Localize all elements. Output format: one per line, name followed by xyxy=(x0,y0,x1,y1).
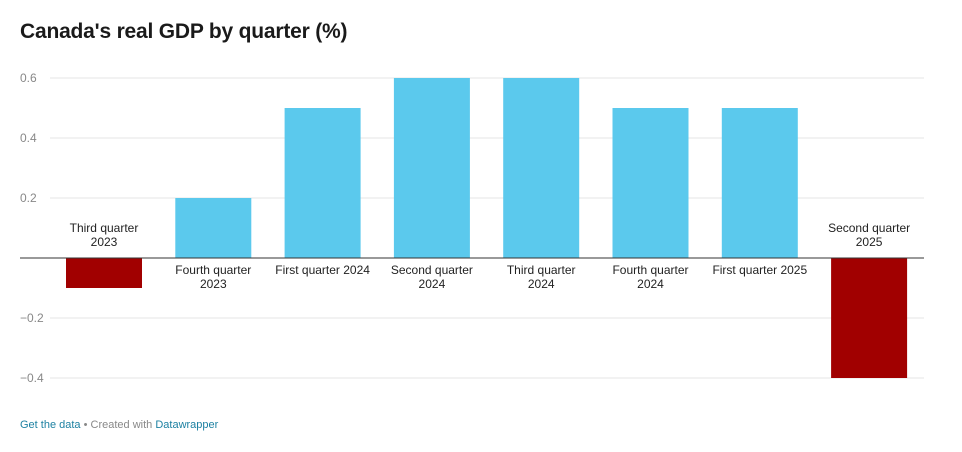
bar xyxy=(721,108,798,258)
category-label: Third quarter 2023 xyxy=(70,221,139,249)
category-label: Second quarter 2024 xyxy=(391,263,473,291)
category-label: First quarter 2024 xyxy=(275,263,370,277)
get-the-data-link[interactable]: Get the data xyxy=(20,419,81,431)
bar xyxy=(612,108,689,258)
chart-footer: Get the data • Created with Datawrapper xyxy=(20,419,218,431)
bar xyxy=(503,78,580,258)
y-tick-label: 0.4 xyxy=(20,131,37,145)
datawrapper-link[interactable]: Datawrapper xyxy=(155,419,219,431)
category-label: Second quarter 2025 xyxy=(828,221,910,249)
bar xyxy=(831,258,908,378)
chart-title: Canada's real GDP by quarter (%) xyxy=(20,20,348,43)
category-label: Fourth quarter 2023 xyxy=(175,263,251,291)
y-tick-label: 0.2 xyxy=(20,191,37,205)
footer-separator: • Created with xyxy=(80,419,156,431)
y-tick-label: −0.4 xyxy=(20,371,44,385)
bar-chart: 0.6 0.4 0.2 −0.2 −0.4 Third quarter 2023 Fourth… xyxy=(20,71,924,385)
y-tick-label: 0.6 xyxy=(20,71,37,85)
y-tick-label: −0.2 xyxy=(20,311,44,325)
bar xyxy=(175,198,252,258)
bar xyxy=(66,258,142,288)
category-label: First quarter 2025 xyxy=(712,263,807,277)
bar xyxy=(284,108,361,258)
bar xyxy=(393,78,470,258)
category-label: Third quarter 2024 xyxy=(507,263,576,291)
category-label: Fourth quarter 2024 xyxy=(612,263,688,291)
